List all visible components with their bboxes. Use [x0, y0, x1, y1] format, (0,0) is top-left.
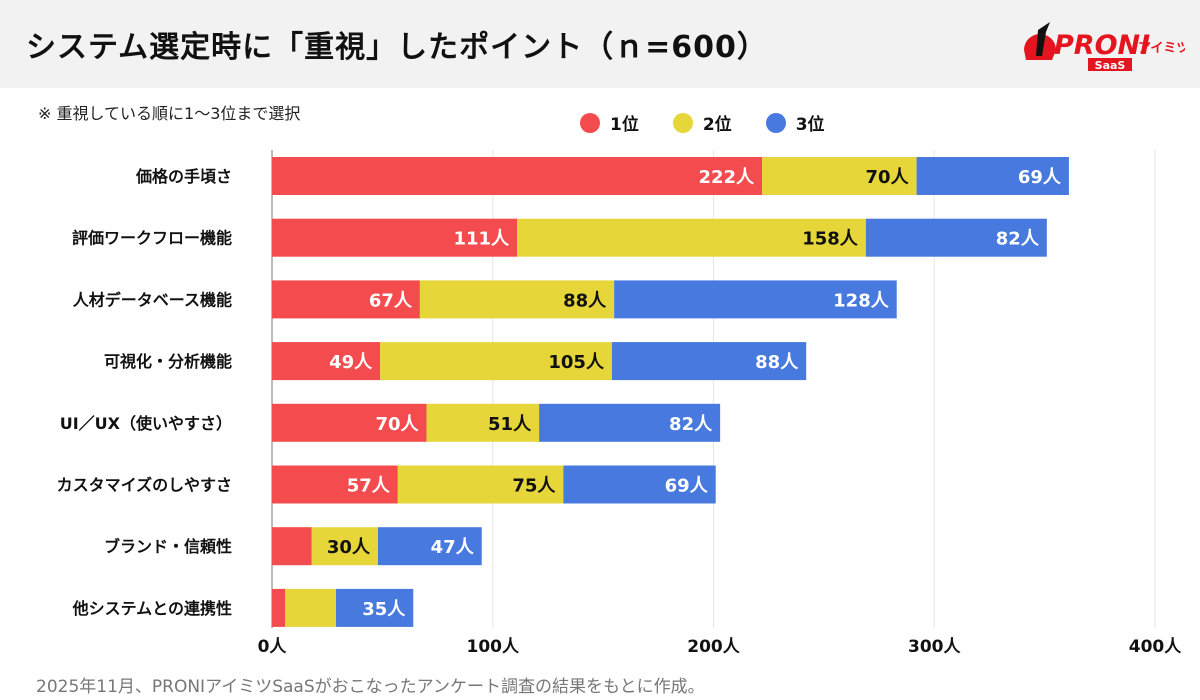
category-label: カスタマイズのしやすさ: [57, 476, 232, 495]
data-label: 69人: [665, 476, 709, 497]
data-label: 69人: [1018, 167, 1062, 188]
bar-segment: [272, 218, 518, 257]
category-label: 価格の手頃さ: [135, 167, 232, 186]
data-label: 75人: [512, 476, 556, 497]
bar-segment: [380, 342, 612, 381]
category-label: 可視化・分析機能: [104, 352, 232, 371]
legend-dot-icon: [672, 112, 693, 133]
bar-segment: [517, 218, 866, 257]
bar-segment: [272, 403, 427, 442]
data-label: 70人: [866, 167, 910, 188]
legend-label: 3位: [795, 115, 825, 135]
bar-segment: [272, 342, 381, 381]
data-label: 70人: [375, 414, 419, 435]
data-label: 82人: [996, 229, 1040, 250]
note: ※ 重視している順に1〜3位まで選択: [38, 104, 301, 123]
data-label: 57人: [347, 476, 391, 497]
x-tick-label: 200人: [687, 637, 740, 657]
header-band: システム選定時に「重視」したポイント（ｎ=600） PRONI アイミツ Saa…: [0, 0, 1200, 88]
bar-segment: [916, 157, 1069, 195]
data-label: 49人: [329, 352, 373, 373]
proni-logo: PRONI アイミツ SaaS: [1024, 22, 1185, 72]
x-tick-label: 0人: [258, 637, 288, 657]
bar-segment: [611, 342, 807, 381]
bar-segment: [311, 527, 378, 566]
data-label: 82人: [669, 414, 713, 435]
legend: 1位 2位 3位: [580, 110, 825, 135]
category-label: 人材データベース機能: [73, 290, 232, 309]
data-label: 111人: [453, 229, 510, 250]
bar-segment: [377, 527, 482, 566]
legend-dot-icon: [765, 112, 786, 133]
bar-segment: [419, 280, 615, 319]
x-tick-label: 400人: [1129, 637, 1182, 657]
category-label: 他システムとの連携性: [72, 599, 232, 618]
bar-segment: [539, 403, 721, 442]
data-label: 105人: [548, 352, 605, 373]
data-label: 222人: [698, 167, 755, 188]
bar-segment: [272, 465, 398, 504]
bar-segment: [336, 588, 414, 627]
category-label: UI／UX（使いやすさ）: [60, 414, 232, 433]
data-label: 88人: [563, 290, 607, 311]
logo-text: PRONI: [1054, 30, 1150, 61]
legend-dot-icon: [580, 112, 600, 133]
bar-segment: [272, 157, 763, 195]
data-label: 35人: [362, 599, 406, 620]
data-label: 51人: [488, 414, 532, 435]
legend-item: 2位: [672, 110, 732, 135]
bar-segment: [397, 465, 564, 504]
bar-segment: [272, 280, 420, 319]
logo-sub: アイミツ: [1138, 41, 1185, 56]
data-label: 47人: [431, 537, 475, 558]
category-label: 評価ワークフロー機能: [72, 229, 232, 248]
bar-segment: [272, 527, 312, 566]
bar-segment: [272, 588, 286, 627]
bar-segment: [762, 157, 917, 195]
data-label: 128人: [833, 290, 890, 311]
legend-item: 1位: [580, 110, 639, 135]
bar-segment: [426, 403, 540, 442]
x-tick-label: 100人: [467, 637, 520, 657]
category-label: ブランド・信頼性: [104, 537, 232, 556]
bar-segment: [614, 280, 897, 319]
legend-label: 2位: [702, 115, 732, 135]
bar-segment: [865, 218, 1047, 257]
page-title: システム選定時に「重視」したポイント（ｎ=600）: [26, 30, 768, 65]
data-label: 67人: [369, 290, 413, 311]
bar-segment: [563, 465, 716, 504]
bar-segment: [285, 588, 337, 627]
legend-item: 3位: [765, 110, 825, 135]
legend-label: 1位: [610, 115, 639, 135]
footer-source: 2025年11月、PRONIアイミツSaaSがおこなったアンケート調査の結果をも…: [36, 677, 705, 697]
logo-badge: SaaS: [1095, 59, 1126, 72]
data-label: 30人: [327, 537, 371, 558]
x-tick-label: 300人: [908, 637, 961, 657]
data-label: 158人: [802, 229, 859, 250]
data-label: 88人: [755, 352, 799, 373]
